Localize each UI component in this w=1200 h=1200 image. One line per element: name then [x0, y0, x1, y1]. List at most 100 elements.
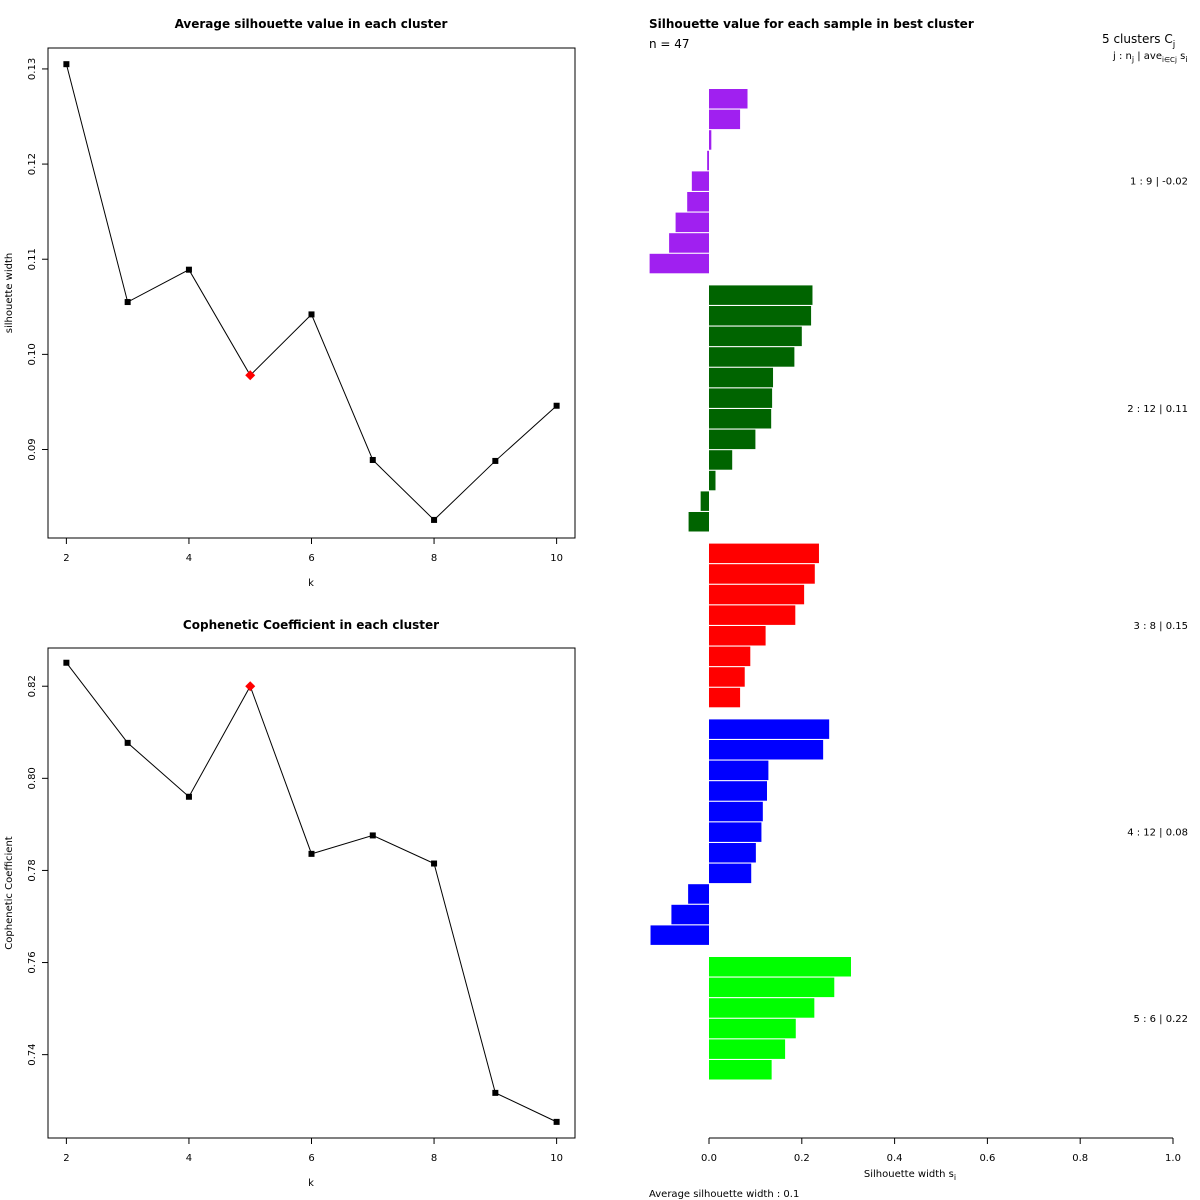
chart2-title: Cophenetic Coefficient in each cluster	[183, 618, 439, 632]
silhouette-bar	[709, 843, 756, 863]
silhouette-bar	[709, 646, 751, 667]
series-line	[65, 64, 557, 521]
data-point	[369, 456, 376, 463]
silhouette-bar	[675, 212, 709, 233]
chart1-xlabel: k	[308, 578, 314, 589]
cluster-label: 2 : 12 | 0.11	[1127, 404, 1188, 415]
x-tick-label: 0.0	[701, 1153, 717, 1164]
data-point	[553, 402, 560, 409]
silhouette-line-chart: Average silhouette value in each cluster…	[4, 17, 576, 589]
silhouette-bar	[650, 925, 709, 945]
chart3-title: Silhouette value for each sample in best…	[649, 17, 974, 31]
x-tick-label: 2	[63, 1153, 69, 1164]
silhouette-bar	[700, 491, 709, 511]
silhouette-bar	[709, 109, 741, 130]
silhouette-bar	[709, 306, 812, 326]
silhouette-bar	[709, 564, 815, 584]
silhouette-bar	[709, 367, 774, 388]
silhouette-bar	[688, 512, 709, 532]
data-point	[63, 659, 70, 666]
x-tick-label: 2	[63, 553, 69, 564]
legend-title: 5 clusters Cj	[1102, 32, 1175, 50]
silhouette-bar	[709, 285, 813, 305]
silhouette-bar	[707, 150, 709, 171]
silhouette-bar	[649, 253, 709, 274]
silhouette-bar	[709, 781, 767, 801]
highlight-point	[245, 681, 256, 692]
data-point	[492, 457, 499, 464]
silhouette-bar	[709, 667, 745, 687]
x-tick-label: 1.0	[1165, 1153, 1181, 1164]
cluster-label: 5 : 6 | 0.22	[1134, 1014, 1188, 1025]
silhouette-bar	[709, 977, 835, 998]
data-point	[431, 516, 438, 523]
data-point	[185, 266, 192, 273]
silhouette-bar	[709, 957, 851, 977]
chart2-xlabel: k	[308, 1178, 314, 1189]
cophenetic-line-chart: Cophenetic Coefficient in each cluster 2…	[4, 618, 576, 1189]
data-point	[369, 832, 376, 839]
data-point	[308, 850, 315, 857]
data-point	[553, 1118, 560, 1125]
x-tick-label: 10	[550, 1153, 563, 1164]
y-tick-label: 0.10	[27, 343, 38, 365]
silhouette-bar	[709, 470, 716, 491]
highlight-point	[245, 370, 256, 381]
data-point	[431, 860, 438, 867]
x-tick-label: 8	[431, 553, 437, 564]
silhouette-bar	[709, 1039, 786, 1059]
silhouette-bar	[709, 605, 796, 625]
series-line	[65, 662, 557, 1123]
y-tick-label: 0.12	[27, 153, 38, 175]
silhouette-bar	[709, 740, 824, 760]
silhouette-bar	[671, 904, 709, 925]
x-tick-label: 0.4	[887, 1153, 903, 1164]
silhouette-bar	[709, 429, 756, 450]
silhouette-bar	[709, 822, 762, 842]
silhouette-bar	[691, 171, 709, 191]
x-tick-label: 6	[308, 553, 314, 564]
silhouette-bar	[709, 626, 766, 646]
x-tick-label: 4	[186, 1153, 192, 1164]
y-tick-label: 0.78	[27, 859, 38, 881]
x-tick-label: 6	[308, 1153, 314, 1164]
data-point	[185, 793, 192, 800]
chart1-title: Average silhouette value in each cluster	[175, 17, 448, 31]
chart1-ylabel: silhouette width	[4, 253, 15, 333]
x-tick-label: 4	[186, 553, 192, 564]
silhouette-bar	[709, 801, 763, 822]
silhouette-bar	[709, 584, 805, 605]
x-tick-label: 0.6	[979, 1153, 995, 1164]
silhouette-bar	[688, 884, 709, 904]
silhouette-bar	[709, 863, 752, 884]
silhouette-bar	[709, 760, 769, 781]
silhouette-bar	[669, 233, 709, 253]
silhouette-bar	[709, 89, 748, 109]
y-tick-label: 0.09	[27, 438, 38, 460]
silhouette-bar-chart: Silhouette value for each sample in best…	[649, 17, 1188, 1200]
silhouette-bar	[709, 388, 773, 408]
cluster-label: 4 : 12 | 0.08	[1127, 828, 1188, 839]
x-tick-label: 10	[550, 553, 563, 564]
data-point	[492, 1089, 499, 1096]
cluster-label: 3 : 8 | 0.15	[1134, 621, 1188, 632]
silhouette-bar	[709, 347, 795, 367]
chart2-ylabel: Cophenetic Coefficient	[4, 836, 15, 949]
y-tick-label: 0.13	[27, 58, 38, 80]
y-tick-label: 0.82	[27, 675, 38, 697]
x-tick-label: 0.2	[794, 1153, 810, 1164]
silhouette-bar	[709, 719, 830, 739]
y-tick-label: 0.76	[27, 951, 38, 973]
silhouette-bar	[709, 1060, 772, 1080]
x-tick-label: 0.8	[1072, 1153, 1088, 1164]
sample-count: n = 47	[649, 37, 690, 51]
silhouette-bar	[709, 543, 819, 564]
chart1-frame	[47, 47, 576, 539]
legend-header: j : nj | avei∈Cj si	[1112, 51, 1188, 64]
silhouette-bar	[709, 998, 815, 1018]
y-tick-label: 0.74	[27, 1044, 38, 1066]
data-point	[124, 739, 131, 746]
data-point	[63, 61, 70, 68]
average-silhouette-footer: Average silhouette width : 0.1	[649, 1189, 799, 1200]
